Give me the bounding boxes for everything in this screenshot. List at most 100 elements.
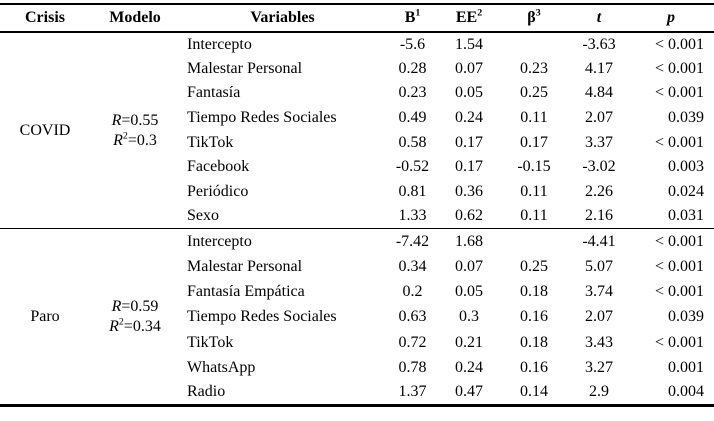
table-row: Malestar Personal 0.28 0.07 0.23 4.17 < … (0, 57, 714, 82)
b-value: 0.34 (398, 257, 427, 275)
p-value: < 0.001 (654, 257, 704, 275)
t-value: 2.07 (585, 109, 613, 127)
variable-cell: Fantasía Empática (187, 282, 305, 300)
table-row: WhatsApp 0.78 0.24 0.16 3.27 0.001 (0, 355, 714, 380)
variable-cell: Periódico (187, 182, 249, 200)
header-beta: β3 (498, 4, 570, 32)
beta-value: 0.11 (520, 207, 548, 225)
table-row: TikTok 0.72 0.21 0.18 3.43 < 0.001 (0, 330, 714, 355)
beta-value: 0.23 (520, 59, 548, 77)
p-value: < 0.001 (654, 282, 704, 300)
variable-cell: Tiempo Redes Sociales (187, 109, 337, 127)
p-value: < 0.001 (654, 133, 704, 151)
b-value: 0.23 (398, 84, 427, 102)
p-value: 0.003 (668, 158, 704, 176)
beta-value: 0.16 (520, 308, 548, 326)
beta-value (498, 229, 570, 254)
header-ee: EE2 (440, 4, 498, 32)
t-value: -3.02 (582, 158, 616, 176)
header-variables: Variables (250, 9, 315, 26)
p-value: 0.004 (668, 383, 704, 401)
table-row: Sexo 1.33 0.62 0.11 2.16 0.031 (0, 204, 714, 229)
variable-cell: Fantasía (187, 84, 241, 102)
variable-cell: Facebook (187, 158, 250, 176)
t-value: 4.17 (585, 59, 613, 77)
ee-value: 1.68 (455, 232, 483, 250)
table-row: Radio 1.37 0.47 0.14 2.9 0.004 (0, 381, 714, 406)
table-row: Facebook -0.52 0.17 -0.15 -3.02 0.003 (0, 155, 714, 180)
p-value: < 0.001 (654, 232, 704, 250)
header-b: B1 (385, 4, 440, 32)
t-value: 2.26 (585, 182, 613, 200)
r-value: R=0.59 (111, 297, 159, 315)
section-covid: COVID R=0.55 R2=0.3 Intercepto -5.6 1.54… (0, 32, 714, 229)
regression-results-table: Crisis Modelo Variables B1 EE2 β3 t p CO… (0, 3, 714, 408)
variable-cell: Sexo (187, 207, 219, 225)
b-value: -0.52 (395, 158, 430, 176)
ee-value: 0.05 (455, 282, 483, 300)
variable-cell: Malestar Personal (187, 59, 303, 77)
beta-value: 0.16 (520, 358, 548, 376)
p-value: < 0.001 (654, 59, 704, 77)
t-value: -3.63 (582, 35, 616, 53)
ee-value: 1.54 (455, 35, 483, 53)
b-value: 0.81 (398, 182, 427, 200)
crisis-label: Paro (30, 307, 60, 325)
variable-cell: TikTok (187, 333, 234, 351)
t-value: 2.16 (585, 207, 613, 225)
header-b-label: B (404, 9, 416, 26)
header-ee-label: EE (455, 9, 478, 26)
header-crisis: Crisis (25, 9, 65, 26)
ee-value: 0.17 (455, 133, 483, 151)
t-value: 5.07 (585, 257, 613, 275)
variable-cell: Tiempo Redes Sociales (187, 308, 337, 326)
footnote-marker-1: 1 (415, 7, 421, 19)
beta-value: -0.15 (517, 158, 551, 176)
b-value: 0.72 (398, 333, 427, 351)
b-value: 0.28 (398, 59, 427, 77)
table-row: Tiempo Redes Sociales 0.49 0.24 0.11 2.0… (0, 106, 714, 131)
table-row: Fantasía Empática 0.2 0.05 0.18 3.74 < 0… (0, 279, 714, 304)
header-row: Crisis Modelo Variables B1 EE2 β3 t p (0, 4, 714, 32)
table-header: Crisis Modelo Variables B1 EE2 β3 t p (0, 4, 714, 32)
ee-value: 0.07 (455, 257, 483, 275)
t-value: 3.27 (585, 358, 613, 376)
model-stats: R=0.59 R2=0.34 (90, 229, 180, 406)
variable-cell: Radio (187, 383, 226, 401)
b-value: 0.78 (398, 358, 427, 376)
footnote-marker-3: 3 (535, 7, 541, 19)
p-value: 0.031 (668, 207, 704, 225)
p-value: < 0.001 (654, 35, 704, 53)
p-value: < 0.001 (654, 333, 704, 351)
crisis-label: COVID (19, 121, 71, 139)
t-value: 3.37 (585, 133, 613, 151)
ee-value: 0.36 (455, 182, 483, 200)
r-squared-value: R2=0.3 (113, 130, 157, 149)
ee-value: 0.3 (459, 308, 479, 326)
ee-value: 0.21 (455, 333, 483, 351)
header-p: p (667, 9, 675, 26)
header-beta-label: β (527, 9, 536, 26)
table-row: Periódico 0.81 0.36 0.11 2.26 0.024 (0, 180, 714, 205)
b-value: -5.6 (399, 35, 426, 53)
table-row: Fantasía 0.23 0.05 0.25 4.84 < 0.001 (0, 81, 714, 106)
beta-value: 0.25 (520, 84, 548, 102)
table-row: COVID R=0.55 R2=0.3 Intercepto -5.6 1.54… (0, 32, 714, 149)
p-value: 0.039 (668, 308, 704, 326)
header-modelo: Modelo (109, 9, 161, 26)
t-value: 3.43 (585, 333, 613, 351)
footnote-marker-2: 2 (477, 7, 483, 19)
ee-value: 0.07 (455, 59, 483, 77)
variable-cell: WhatsApp (187, 358, 256, 376)
ee-value: 0.47 (455, 383, 483, 401)
ee-value: 0.24 (455, 358, 483, 376)
table-row: Malestar Personal 0.34 0.07 0.25 5.07 < … (0, 254, 714, 279)
ee-value: 0.24 (455, 109, 483, 127)
t-value: 4.84 (585, 84, 613, 102)
beta-value: 0.11 (520, 109, 548, 127)
b-value: 1.37 (398, 383, 427, 401)
table-row: TikTok 0.58 0.17 0.17 3.37 < 0.001 (0, 130, 714, 155)
b-value: 0.2 (402, 282, 423, 300)
t-value: 3.74 (585, 282, 613, 300)
model-stats: R=0.55 R2=0.3 (90, 32, 180, 229)
